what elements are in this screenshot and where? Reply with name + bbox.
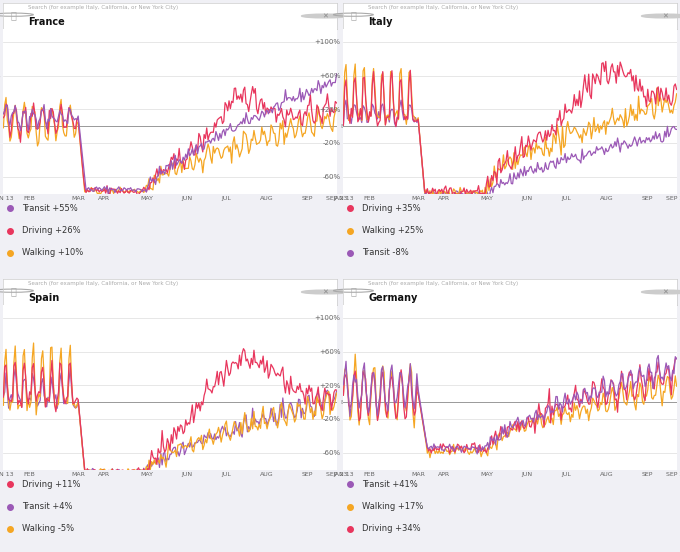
Text: France: France (29, 17, 65, 27)
Text: Walking -5%: Walking -5% (22, 524, 74, 533)
Text: Search (for example Italy, California, or New York City): Search (for example Italy, California, o… (29, 5, 179, 10)
Text: ✕: ✕ (662, 289, 668, 295)
Text: ⌕: ⌕ (10, 286, 16, 296)
Text: Driving +26%: Driving +26% (22, 226, 80, 235)
Text: Baseline: Baseline (340, 124, 367, 129)
Text: ✕: ✕ (322, 289, 328, 295)
Circle shape (302, 290, 348, 294)
Text: Spain: Spain (29, 293, 60, 303)
Text: Search (for example Italy, California, or New York City): Search (for example Italy, California, o… (369, 5, 519, 10)
Text: ✕: ✕ (662, 13, 668, 19)
Text: Transit -8%: Transit -8% (362, 248, 409, 257)
Text: Transit +55%: Transit +55% (22, 204, 78, 213)
Text: Search (for example Italy, California, or New York City): Search (for example Italy, California, o… (29, 281, 179, 286)
Text: Search (for example Italy, California, or New York City): Search (for example Italy, California, o… (369, 281, 519, 286)
Text: ✕: ✕ (322, 13, 328, 19)
Text: Walking +25%: Walking +25% (362, 226, 423, 235)
Text: Baseline: Baseline (340, 400, 367, 405)
Text: Driving +34%: Driving +34% (362, 524, 420, 533)
Text: Italy: Italy (369, 17, 393, 27)
Text: Walking +10%: Walking +10% (22, 248, 83, 257)
Circle shape (642, 290, 680, 294)
Text: ⌕: ⌕ (350, 10, 356, 20)
Text: Transit +4%: Transit +4% (22, 502, 72, 511)
Text: Driving +35%: Driving +35% (362, 204, 420, 213)
Text: Germany: Germany (369, 293, 418, 303)
Text: ⌕: ⌕ (10, 10, 16, 20)
Text: Driving +11%: Driving +11% (22, 480, 80, 489)
Circle shape (302, 14, 348, 18)
Circle shape (642, 14, 680, 18)
Text: Walking +17%: Walking +17% (362, 502, 423, 511)
Text: ⌕: ⌕ (350, 286, 356, 296)
Text: Transit +41%: Transit +41% (362, 480, 418, 489)
